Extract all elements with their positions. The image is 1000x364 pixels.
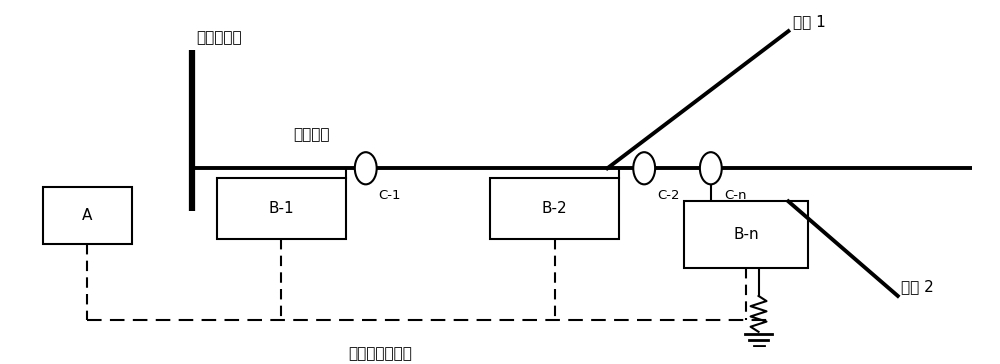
Text: 分支 1: 分支 1	[793, 14, 826, 29]
Text: B-1: B-1	[268, 201, 294, 216]
Ellipse shape	[633, 152, 655, 184]
Text: 移动通信或光纤: 移动通信或光纤	[349, 346, 413, 361]
Text: 架空线路: 架空线路	[293, 127, 329, 142]
Bar	[684, 201, 808, 268]
Bar	[43, 187, 132, 244]
Text: C-2: C-2	[657, 189, 680, 202]
Text: C-1: C-1	[379, 189, 401, 202]
Bar	[490, 178, 619, 239]
Text: 分支 2: 分支 2	[901, 279, 934, 294]
Ellipse shape	[700, 152, 722, 184]
Text: B-2: B-2	[542, 201, 568, 216]
Text: 变电站母线: 变电站母线	[197, 30, 242, 46]
Bar	[217, 178, 346, 239]
Ellipse shape	[355, 152, 377, 184]
Text: B-n: B-n	[733, 227, 759, 242]
Text: C-n: C-n	[724, 189, 746, 202]
Text: A: A	[82, 208, 92, 223]
